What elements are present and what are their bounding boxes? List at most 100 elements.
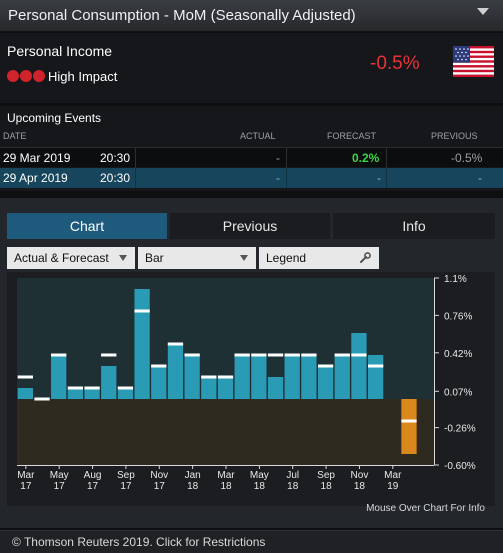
forecast-marker (317, 364, 334, 368)
indicator-name: Personal Income (7, 43, 113, 59)
collapse-chevron-icon[interactable] (477, 8, 489, 15)
chart-hint: Mouse Over Chart For Info (366, 503, 485, 514)
chevron-down-icon (240, 255, 248, 261)
impact-dot-icon (33, 70, 45, 82)
bar (401, 399, 417, 454)
y-tick-label: 1.1% (444, 274, 467, 285)
bar (17, 388, 33, 399)
x-tick-label: Jan (185, 470, 201, 481)
x-tick-label-year: 17 (54, 481, 66, 492)
y-tick-label: 0.42% (444, 349, 472, 360)
y-tick-label: -0.26% (444, 424, 476, 435)
series-dropdown-label: Actual & Forecast (14, 251, 109, 265)
bar (201, 377, 217, 399)
impact-dot-icon (20, 70, 32, 82)
legend-button[interactable]: Legend (259, 247, 379, 269)
event-previous: -0.5% (451, 151, 483, 165)
forecast-marker (234, 353, 250, 357)
bar (234, 355, 250, 399)
bar (267, 377, 284, 399)
chart-panel: Chart Previous Info Actual & Forecast Ba… (0, 198, 503, 528)
x-tick-label-year: 18 (220, 481, 232, 492)
impact-label: High Impact (48, 68, 118, 84)
forecast-marker (134, 309, 150, 313)
tab-bar: Chart Previous Info (7, 213, 495, 239)
x-tick-label: Nov (150, 470, 168, 481)
wrench-icon (360, 252, 371, 263)
bar (134, 289, 150, 399)
indicator-header: Personal Income High Impact -0.5% (0, 33, 503, 103)
forecast-marker (401, 419, 417, 423)
x-tick-label-year: 18 (254, 481, 266, 492)
x-tick-label: Mar (17, 470, 35, 481)
event-actual: - (276, 151, 280, 165)
bar (284, 355, 300, 399)
event-row[interactable]: 29 Mar 2019 20:30 - 0.2% -0.5% (0, 147, 503, 168)
forecast-marker (101, 353, 117, 357)
x-tick-label: May (50, 470, 69, 481)
us-flag-icon (453, 46, 494, 77)
event-date: 29 Mar 2019 (3, 151, 71, 165)
chart-canvas: 1.1%0.76%0.42%0.07%-0.26%-0.60%Mar17May1… (17, 274, 476, 492)
forecast-marker (351, 353, 367, 357)
event-time: 20:30 (100, 171, 131, 185)
bar (217, 377, 234, 399)
events-title: Upcoming Events (7, 111, 102, 125)
x-tick-label-year: 18 (321, 481, 333, 492)
impact-indicator: High Impact (7, 68, 118, 84)
legend-label: Legend (266, 251, 307, 265)
copyright-link[interactable]: © Thomson Reuters 2019. Click for Restri… (12, 535, 266, 549)
forecast-marker (117, 386, 134, 390)
forecast-marker (51, 353, 67, 357)
x-tick-label-year: 17 (120, 481, 132, 492)
footer[interactable]: © Thomson Reuters 2019. Click for Restri… (0, 530, 503, 553)
bar (317, 366, 334, 399)
bar-chart[interactable]: 1.1% 0.76% 0.42% 0.07% -0.26% -0.60% Mar 17 May 1… (7, 272, 495, 506)
forecast-marker (284, 353, 300, 357)
x-tick-label-year: 18 (287, 481, 299, 492)
tab-previous[interactable]: Previous (170, 213, 330, 239)
bar (101, 366, 117, 399)
actual-value: -0.5% (370, 53, 420, 74)
title-bar: Personal Consumption - MoM (Seasonally A… (0, 0, 503, 32)
event-time: 20:30 (100, 151, 131, 165)
chart-type-dropdown[interactable]: Bar (138, 247, 256, 269)
chart-controls: Actual & Forecast Bar Legend (7, 247, 379, 269)
forecast-marker (334, 353, 350, 357)
event-date: 29 Apr 2019 (3, 171, 68, 185)
events-header-row: DATE ACTUAL FORECAST PREVIOUS (0, 131, 503, 145)
x-tick-label-year: 17 (87, 481, 99, 492)
event-actual: - (276, 171, 280, 185)
event-row[interactable]: 29 Apr 2019 20:30 - - - (0, 168, 503, 188)
bar (184, 355, 200, 399)
y-tick-label: 0.07% (444, 387, 472, 398)
forecast-marker (267, 353, 284, 357)
series-dropdown[interactable]: Actual & Forecast (7, 247, 135, 269)
bar (351, 333, 367, 399)
x-tick-label: Sep (117, 470, 135, 481)
x-tick-label: May (250, 470, 269, 481)
forecast-marker (201, 375, 217, 379)
bar (301, 355, 317, 399)
tab-chart[interactable]: Chart (7, 213, 167, 239)
event-previous: - (478, 171, 482, 185)
y-tick-label: 0.76% (444, 311, 472, 322)
bar (334, 355, 350, 399)
forecast-marker (17, 375, 33, 379)
forecast-marker (67, 386, 84, 390)
bar (167, 344, 184, 399)
y-tick-label: -0.60% (444, 461, 476, 472)
forecast-marker (184, 353, 200, 357)
bar (84, 388, 100, 399)
forecast-marker (367, 364, 384, 368)
chart-type-label: Bar (145, 251, 164, 265)
tab-info[interactable]: Info (333, 213, 495, 239)
col-forecast: FORECAST (327, 131, 377, 141)
plot-negative-area (17, 399, 434, 465)
impact-dot-icon (7, 70, 19, 82)
bar (67, 388, 84, 399)
forecast-marker (34, 397, 50, 401)
x-tick-label-year: 17 (20, 481, 32, 492)
forecast-marker (217, 375, 234, 379)
x-tick-label: Mar (384, 470, 402, 481)
